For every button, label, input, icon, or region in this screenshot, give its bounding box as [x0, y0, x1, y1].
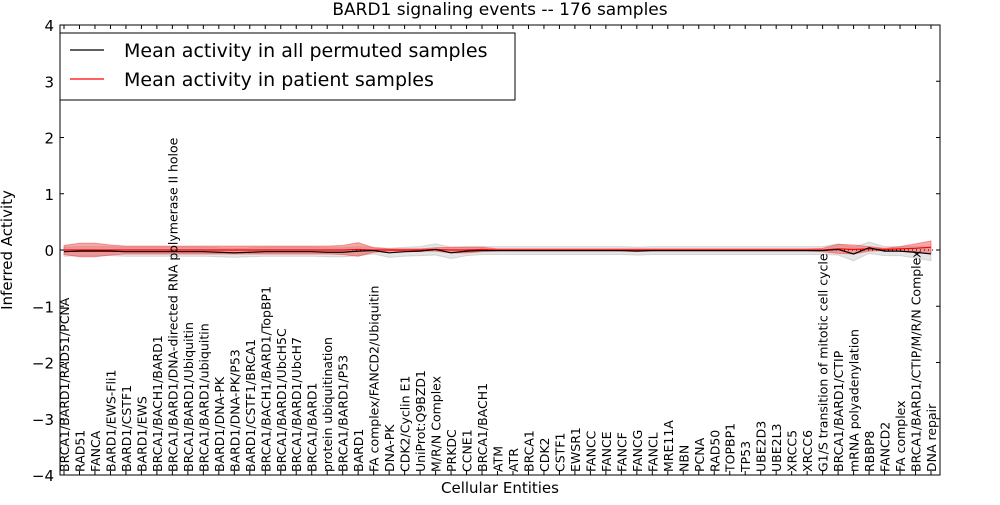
x-tick-label: BRCA1/BARD1/Ubiquitin [181, 322, 196, 472]
x-tick-label: PCNA [692, 437, 707, 472]
legend-label-permuted: Mean activity in all permuted samples [124, 40, 487, 62]
y-tick-label: −1 [32, 298, 54, 316]
x-tick-label: BRCA1/BARD1/ubiquitin [196, 323, 211, 472]
x-tick-label: BARD1 [351, 429, 366, 472]
x-axis-label: Cellular Entities [441, 479, 559, 497]
x-tick-label: RBBP8 [862, 431, 877, 472]
y-axis-label: Inferred Activity [0, 190, 16, 310]
x-tick-label: XRCC5 [785, 430, 800, 472]
x-tick-label: FA complex/FANCD2/Ubiquitin [367, 286, 382, 472]
x-tick-label: BARD1/DNA-PK [212, 376, 227, 472]
x-tick-label: UBE2D3 [754, 421, 769, 472]
y-tick-label: −3 [32, 411, 54, 429]
x-tick-label: CCNE1 [460, 429, 475, 472]
x-tick-label: PRKDC [444, 429, 459, 472]
x-tick-label: BRCA1/BACH1 [475, 383, 490, 472]
x-tick-label: UBE2L3 [769, 424, 784, 473]
line-permuted [63, 247, 932, 255]
x-tick-label: RAD51 [72, 430, 87, 472]
x-tick-label: NBN [676, 445, 691, 472]
x-tick-label: G1/S transition of mitotic cell cycle [816, 253, 831, 472]
x-tick-label: FANCG [630, 430, 645, 472]
y-tick-label: 2 [44, 130, 54, 148]
x-tick-label: BRCA1/BARD1/UbcH5C [274, 328, 289, 472]
x-tick-label: FA complex [893, 400, 908, 472]
x-tick-label: FANCE [599, 431, 614, 472]
legend: Mean activity in all permuted samples Me… [59, 32, 516, 101]
x-tick-label: ATM [491, 446, 506, 472]
x-tick-label: TOPBP1 [723, 423, 738, 473]
y-tick-label: 1 [44, 186, 54, 204]
x-tick-label: CDK2/Cyclin E1 [398, 376, 413, 472]
x-tick-label: BARD1/CSTF1/BRCA1 [243, 339, 258, 472]
x-tick-label: BARD1/EWS-Fli1 [103, 370, 118, 472]
x-tick-label: BRCA1 [521, 430, 536, 472]
x-tick-label: BRCA1/BARD1/UbcH7 [289, 337, 304, 472]
x-tick-label: BRCA1/BARD1/P53 [336, 355, 351, 472]
chart-title: BARD1 signaling events -- 176 samples [332, 0, 667, 20]
x-tick-label: BRCA1/BARD1 [305, 383, 320, 472]
legend-label-patient: Mean activity in patient samples [124, 69, 434, 91]
x-tick-label: CDK2 [537, 437, 552, 472]
x-tick-label: mRNA polyadenylation [847, 329, 862, 472]
y-tick-label: −4 [32, 467, 54, 485]
x-tick-label: protein ubiquitination [320, 337, 335, 472]
x-tick-label: BARD1/DNA-PK/P53 [227, 349, 242, 472]
x-tick-label: TP53 [738, 441, 753, 473]
x-tick-label: FANCA [88, 430, 103, 472]
x-tick-label: CSTF1 [552, 433, 567, 472]
x-tick-label: DNA repair [924, 403, 939, 472]
x-tick-label: BARD1/CSTF1 [119, 385, 134, 472]
x-tick-label: BRCA1/BACH1/BARD1/TopBP1 [258, 286, 273, 472]
y-axis: −4 −3 −2 −1 0 1 2 3 4 [32, 17, 940, 485]
x-tick-label: DNA-PK [382, 424, 397, 472]
x-tick-label: BARD1/EWS [134, 396, 149, 472]
y-tick-label: 0 [44, 242, 54, 260]
x-tick-label: FANCF [614, 432, 629, 472]
y-tick-label: −2 [32, 355, 54, 373]
x-tick-label: BRCA1/BARD1/RAD51/PCNA [57, 297, 72, 472]
x-tick-label: XRCC6 [800, 430, 815, 472]
x-tick-label: BRCA1/BARD1/CTIP [831, 350, 846, 472]
x-tick-label: FANCL [645, 432, 660, 472]
x-tick-label: MRE11A [661, 420, 676, 472]
x-tick-label: ATR [506, 448, 521, 472]
x-tick-label: EWSR1 [568, 427, 583, 472]
x-tick-label: UniProt:Q9BZD1 [413, 370, 428, 472]
legend-box [59, 32, 516, 101]
x-axis: BRCA1/BARD1/RAD51/PCNA RAD51 FANCA BARD1/EW… [57, 25, 939, 475]
y-tick-label: 4 [44, 17, 54, 35]
y-tick-label: 3 [44, 73, 54, 91]
x-tick-label: BRCA1/BARD1/CTIP/M/R/N Complex [909, 250, 924, 472]
x-tick-label: BRCA1/BARD1/DNA-directed RNA polymerase … [165, 137, 180, 472]
x-tick-label: FANCD2 [878, 422, 893, 472]
series-lines [60, 246, 940, 255]
x-tick-label: FANCC [583, 430, 598, 472]
x-tick-label: M/R/N Complex [429, 376, 444, 472]
x-tick-label: RAD50 [707, 430, 722, 472]
x-tick-label: BRCA1/BACH1/BARD1 [150, 335, 165, 472]
